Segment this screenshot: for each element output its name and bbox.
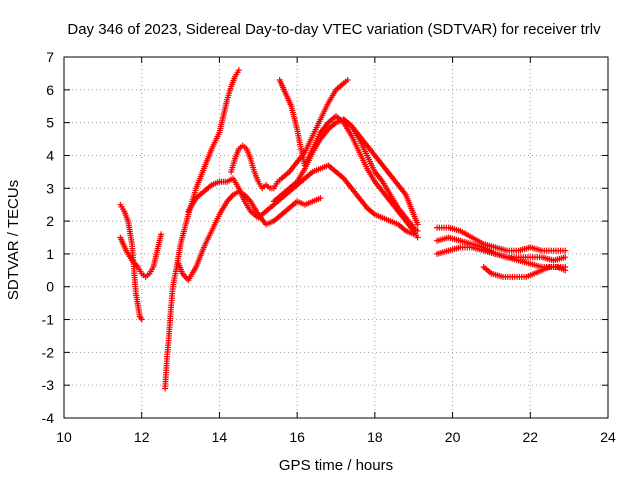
- data-point-marker: [562, 254, 569, 261]
- data-point-marker: [562, 247, 569, 254]
- series-trace-3: [162, 67, 242, 392]
- x-tick-label: 20: [445, 429, 461, 445]
- x-tick-label: 18: [367, 429, 383, 445]
- y-tick-label: 0: [46, 279, 54, 295]
- x-tick-label: 24: [600, 429, 616, 445]
- y-tick-label: -2: [42, 344, 55, 360]
- x-axis-label: GPS time / hours: [279, 457, 393, 474]
- x-tick-label: 22: [522, 429, 538, 445]
- grid-lines: [64, 57, 608, 418]
- y-tick-label: 6: [46, 82, 54, 98]
- y-tick-label: 7: [46, 49, 54, 65]
- series-trace-9: [340, 116, 421, 228]
- data-point-marker: [138, 316, 145, 323]
- y-tick-label: -1: [42, 312, 55, 328]
- y-tick-label: -3: [42, 377, 55, 393]
- x-axis-ticks: 10 12 14 16 18 20 22 24: [56, 57, 616, 445]
- y-tick-label: 5: [46, 115, 54, 131]
- series-line: [273, 118, 419, 232]
- y-axis-label: SDTVAR / TECUs: [5, 180, 22, 300]
- data-point-marker: [414, 221, 421, 228]
- series-trace-5: [185, 162, 417, 238]
- series-line: [164, 69, 240, 389]
- y-tick-label: 4: [46, 147, 54, 163]
- chart-title: Day 346 of 2023, Sidereal Day-to-day VTE…: [67, 21, 601, 38]
- series-trace-2: [117, 231, 165, 280]
- series-trace-12: [434, 234, 569, 271]
- series-trace-4: [175, 188, 324, 284]
- y-tick-label: 1: [46, 246, 54, 262]
- data-point-marker: [317, 195, 324, 202]
- x-tick-label: 16: [289, 429, 305, 445]
- series-trace-1: [117, 201, 145, 323]
- data-point-marker: [562, 267, 569, 274]
- data-point-marker: [235, 67, 242, 74]
- y-tick-label: 2: [46, 213, 54, 229]
- data-point-marker: [414, 227, 421, 234]
- data-point-marker: [414, 234, 421, 241]
- x-tick-label: 12: [134, 429, 150, 445]
- series-trace-6: [228, 76, 351, 192]
- x-tick-label: 14: [212, 429, 228, 445]
- data-point-marker: [344, 76, 351, 83]
- y-axis-ticks: -4 -3 -2 -1 0 1 2 3 4 5 6 7: [42, 49, 608, 426]
- plot-area: [117, 67, 569, 392]
- data-point-marker: [158, 231, 165, 238]
- x-tick-label: 10: [56, 429, 72, 445]
- plot-frame: [63, 56, 609, 419]
- y-tick-label: 3: [46, 180, 54, 196]
- series-trace-8: [270, 116, 421, 234]
- y-tick-label: -4: [42, 410, 55, 426]
- series-trace-13: [480, 264, 569, 280]
